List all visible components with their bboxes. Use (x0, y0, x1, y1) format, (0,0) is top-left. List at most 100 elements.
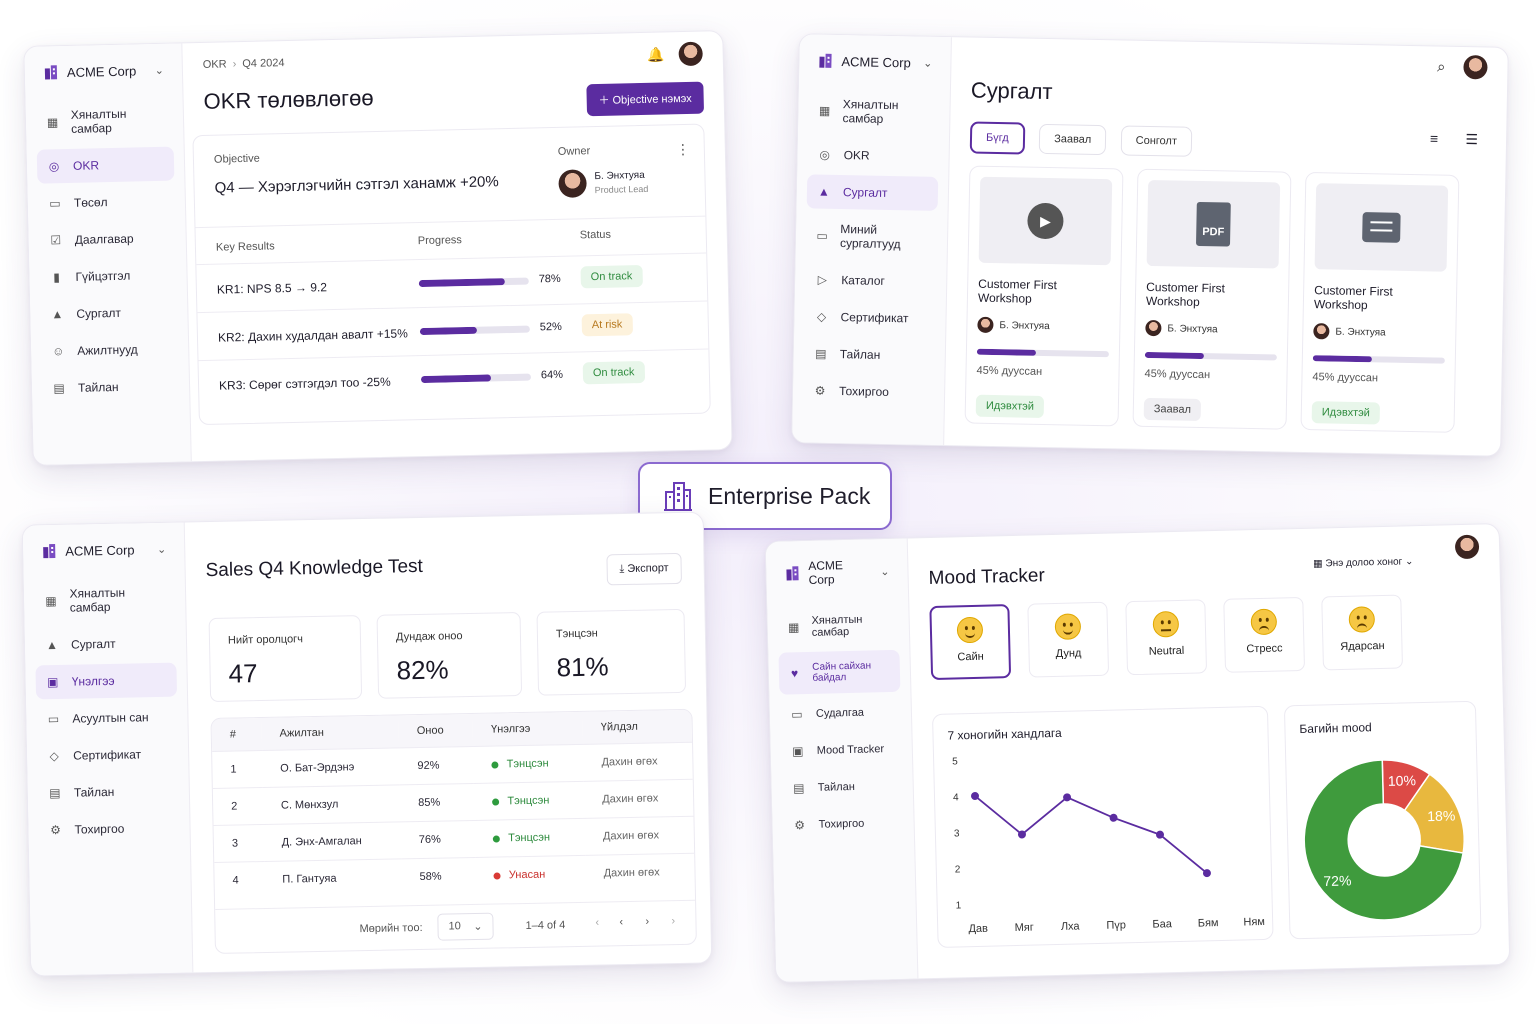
brand-name: ACME Corp (841, 53, 911, 70)
nav-wellbeing[interactable]: ♥ Сайн сайхан байдал (778, 649, 901, 695)
nav-assessment[interactable]: ▣ Үнэлгээ (35, 662, 178, 700)
nav-training[interactable]: ▲ Сургалт (806, 174, 939, 211)
nav-reports[interactable]: ▤ Тайлан (804, 336, 936, 373)
nav-label: Хяналтын самбар (842, 97, 899, 126)
brand-switcher[interactable]: ACME Corp ⌄ (33, 535, 175, 578)
stat-value: 47 (228, 658, 258, 689)
rows-per-page-select[interactable]: 10 ⌄ (437, 912, 494, 941)
nav-dashboard[interactable]: ▦ Хяналтын самбар (808, 86, 940, 137)
row-number: 4 (214, 861, 265, 899)
retake-link[interactable]: Дахин өгөх (585, 853, 695, 892)
search-icon[interactable]: ⌕ (1436, 58, 1446, 76)
user-avatar[interactable] (678, 41, 703, 67)
kr-row[interactable]: KR3: Сөрөг сэтгэгдэл тоо -25% 64% On track (198, 348, 710, 409)
nav-settings[interactable]: ⚙ Тохиргоо (38, 811, 180, 848)
gear-icon: ⚙ (814, 383, 826, 398)
dashboard-icon: ▦ (787, 620, 800, 635)
tab-optional[interactable]: Сонголт (1120, 125, 1193, 157)
course-author: Б. Энхтуяа (1313, 323, 1445, 342)
training-window: ACME Corp ⌄ ▦ Хяналтын самбар ◎ OKR ▲ Сурга… (791, 33, 1509, 457)
nav-okr[interactable]: ◎ OKR (807, 137, 939, 174)
nav-my-courses[interactable]: ▭ Миний сургалтууд (806, 211, 938, 262)
retake-link[interactable]: Дахин өгөх (584, 816, 695, 856)
score: 85% (399, 783, 475, 822)
nav-reports[interactable]: ▤ Тайлан (42, 369, 180, 406)
y-tick-label: 4 (953, 792, 959, 803)
mood-option[interactable]: Ядарсан (1321, 594, 1404, 671)
nav-label: Сайн сайхан байдал (812, 660, 872, 684)
nav-label: Тайлан (77, 379, 119, 395)
filter-icon[interactable]: ≡ (1429, 130, 1439, 147)
nav-survey[interactable]: ▭ Судалгаа (780, 695, 902, 732)
nav-employees[interactable]: ☺ Ажилтнууд (41, 332, 179, 369)
mouth (1062, 628, 1074, 635)
breadcrumb-period[interactable]: Q4 2024 (242, 57, 285, 71)
owner-avatar (558, 169, 587, 198)
nav-training[interactable]: ▲ Сургалт (40, 295, 178, 332)
target-icon: ◎ (819, 147, 831, 162)
training-main: ⌕ Сургалт Бүгд Заавал Сонголт ≡ ☰ ▶ Custo… (944, 37, 1508, 456)
tab-all[interactable]: Бүгд (969, 121, 1025, 155)
nav-dashboard[interactable]: ▦ Хяналтын самбар (777, 603, 899, 650)
retake-link[interactable]: Дахин өгөх (583, 742, 693, 782)
nav-label: Сертификат (73, 747, 142, 763)
nav-certificate[interactable]: ◇ Сертификат (804, 299, 936, 336)
mood-option[interactable]: Сайн (929, 604, 1012, 681)
tab-required[interactable]: Заавал (1038, 123, 1107, 156)
brand-switcher[interactable]: ACME Corp ⌄ (35, 56, 173, 99)
course-card[interactable]: ▶ Customer First Workshop Б. Энхтуяа 45% ду… (964, 165, 1124, 427)
distribution-card: Багийн mood 10% 18% 72% (1283, 700, 1482, 940)
export-button[interactable]: ⤓ Экспорт (606, 552, 682, 586)
user-avatar[interactable] (1463, 54, 1488, 80)
nav-label: Хяналтын самбар (70, 106, 127, 136)
checkbox-icon: ☑ (50, 233, 62, 248)
nav-dashboard[interactable]: ▦ Хяналтын самбар (36, 96, 174, 147)
nav-mood-tracker[interactable]: ▣ Mood Tracker (780, 732, 902, 769)
nav-project[interactable]: ▭ Төсөл (38, 184, 176, 221)
row-number: 1 (212, 750, 263, 789)
table-row[interactable]: 4 П. Гантуяа 58% Унасан Дахин өгөх (214, 853, 695, 899)
nav-settings[interactable]: ⚙ Тохиргоо (803, 373, 935, 410)
enterprise-pack-label: Enterprise Pack (708, 482, 871, 509)
nav-catalog[interactable]: ▷ Каталог (805, 262, 937, 299)
nav-training[interactable]: ▲ Сургалт (35, 626, 177, 663)
brand-switcher[interactable]: ACME Corp ⌄ (809, 46, 941, 89)
last-page-icon[interactable]: › (671, 915, 676, 928)
breadcrumb-okr[interactable]: OKR (202, 58, 227, 71)
nav-performance[interactable]: ▮ Гүйцэтгэл (39, 258, 177, 295)
course-card[interactable]: Customer First Workshop Б. Энхтуяа 45% дуу… (1300, 171, 1460, 433)
first-page-icon[interactable]: ‹ (595, 916, 600, 929)
nav-reports[interactable]: ▤ Тайлан (38, 774, 180, 811)
nav-dashboard[interactable]: ▦ Хяналтын самбар (34, 575, 176, 626)
bell-icon[interactable]: 🔔 (647, 46, 665, 63)
more-icon[interactable]: ⋮ (675, 140, 691, 158)
next-page-icon[interactable]: › (645, 915, 650, 928)
retake-link[interactable]: Дахин өгөх (583, 779, 694, 819)
course-progress-fill (1312, 355, 1373, 363)
course-thumbnail: PDF (1146, 179, 1281, 269)
nav-okr[interactable]: ◎ OKR (36, 146, 175, 184)
x-tick-label: Дав (968, 923, 988, 935)
eye (1069, 622, 1073, 627)
report-icon: ▤ (49, 785, 61, 801)
nav-reports[interactable]: ▤ Тайлан (781, 769, 903, 806)
nav-tasks[interactable]: ☑ Даалгавар (38, 221, 176, 258)
play-icon[interactable]: ▶ (1027, 202, 1064, 240)
mood-option[interactable]: Дунд (1027, 601, 1110, 678)
nav-label: OKR (843, 148, 870, 163)
col-score: Оноо (398, 713, 474, 748)
course-progress-text: 45% дууссан (1144, 367, 1211, 382)
nav-settings[interactable]: ⚙ Тохиргоо (782, 806, 904, 843)
mood-option[interactable]: Стресс (1223, 596, 1306, 673)
nav-certificate[interactable]: ◇ Сертификат (37, 737, 179, 774)
add-objective-button[interactable]: ＋ Objective нэмэх (586, 81, 705, 117)
plus-icon: ＋ (598, 94, 613, 107)
nav-label: Үнэлгээ (71, 673, 115, 689)
course-card[interactable]: PDF Customer First Workshop Б. Энхтуяа 45% … (1132, 168, 1292, 430)
brand-switcher[interactable]: ACME Corp ⌄ (776, 551, 898, 606)
dashboard-icon: ▦ (46, 115, 59, 130)
prev-page-icon[interactable]: ‹ (619, 916, 624, 929)
mood-option[interactable]: Neutral (1125, 599, 1208, 676)
nav-question-bank[interactable]: ▭ Асуултын сан (36, 700, 178, 737)
sort-icon[interactable]: ☰ (1465, 131, 1479, 148)
